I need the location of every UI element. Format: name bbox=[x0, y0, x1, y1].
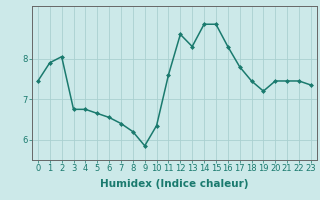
X-axis label: Humidex (Indice chaleur): Humidex (Indice chaleur) bbox=[100, 179, 249, 189]
